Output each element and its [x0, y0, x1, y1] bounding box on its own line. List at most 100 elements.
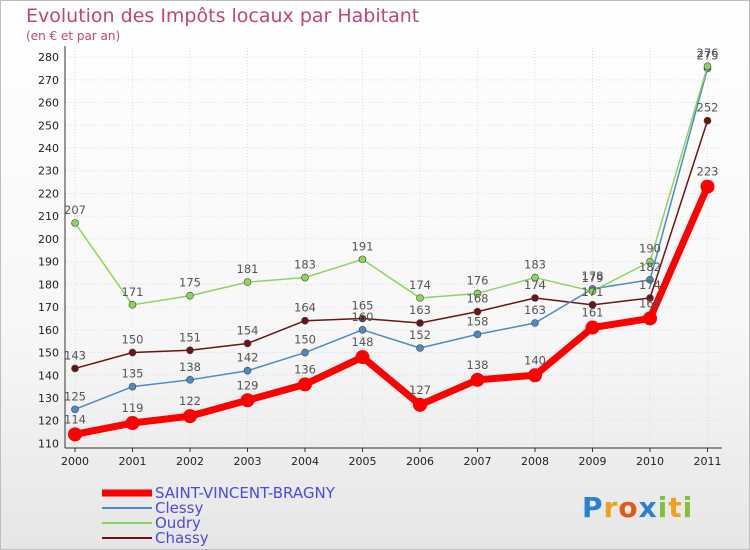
data-label-clessy: 182 [639, 260, 661, 274]
logo-letter: t [668, 491, 682, 524]
point-clessy [531, 319, 539, 327]
point-oudry [71, 219, 79, 227]
chart-title: Evolution des Impôts locaux par Habitant [26, 5, 419, 27]
y-tick-label: 250 [38, 119, 59, 132]
point-saint-vincent-bragny [240, 393, 255, 408]
y-tick-label: 270 [38, 74, 59, 87]
y-tick-label: 120 [38, 415, 59, 428]
point-chassy [416, 319, 424, 327]
data-label-oudry: 276 [697, 46, 719, 60]
x-tick-label: 2004 [291, 455, 319, 468]
data-label-saint-vincent-bragny: 129 [237, 378, 259, 392]
logo-letter: x [639, 491, 658, 524]
x-tick-label: 2007 [464, 455, 492, 468]
series-group [68, 62, 715, 442]
data-label-clessy: 135 [122, 367, 144, 381]
y-tick-label: 160 [38, 324, 59, 337]
point-oudry [186, 291, 194, 300]
y-tick-label: 130 [38, 392, 59, 405]
y-tick-label: 190 [38, 256, 59, 269]
data-label-saint-vincent-bragny: 223 [697, 165, 719, 179]
point-oudry [588, 287, 597, 295]
data-label-chassy: 150 [122, 333, 144, 347]
y-tick-label: 110 [38, 437, 59, 450]
point-saint-vincent-bragny [528, 368, 542, 383]
data-label-clessy: 125 [64, 389, 86, 403]
x-tick-label: 2000 [61, 455, 89, 468]
point-chassy [128, 348, 137, 357]
data-label-oudry: 207 [64, 203, 86, 217]
y-tick-label: 150 [38, 347, 59, 360]
point-saint-vincent-bragny [183, 409, 197, 424]
data-label-clessy: 142 [237, 351, 259, 365]
data-label-chassy: 171 [582, 285, 604, 299]
data-label-chassy: 151 [179, 330, 201, 344]
x-tick-label: 2002 [176, 455, 204, 468]
x-tick-label: 2010 [636, 455, 664, 468]
data-label-chassy: 252 [697, 101, 719, 115]
x-tick-label: 2001 [119, 455, 147, 468]
logo-letter: i [683, 491, 694, 524]
series-line-chassy [74, 120, 709, 370]
series-line-clessy [74, 68, 709, 411]
data-label-clessy: 275 [697, 48, 719, 62]
data-label-clessy: 163 [524, 303, 546, 317]
data-label-saint-vincent-bragny: 140 [524, 353, 546, 367]
point-saint-vincent-bragny [68, 427, 82, 442]
data-label-saint-vincent-bragny: 161 [582, 306, 604, 320]
logo-letter: i [658, 491, 669, 524]
point-saint-vincent-bragny [125, 416, 140, 430]
data-label-chassy: 143 [64, 348, 86, 362]
point-clessy [358, 326, 367, 334]
point-clessy [301, 348, 309, 357]
legend-label: Oudry [155, 514, 201, 532]
point-clessy [416, 344, 424, 352]
y-tick-label: 200 [38, 233, 59, 246]
y-tick-label: 170 [38, 301, 59, 314]
data-label-saint-vincent-bragny: 138 [467, 358, 489, 372]
y-tick-label: 210 [38, 210, 59, 223]
x-tick-label: 2008 [521, 455, 549, 468]
point-oudry [531, 273, 539, 282]
data-label-oudry: 183 [294, 258, 316, 272]
data-label-chassy: 165 [352, 298, 374, 312]
data-label-oudry: 190 [639, 242, 661, 256]
point-clessy [473, 330, 482, 339]
point-clessy [128, 382, 137, 391]
point-saint-vincent-bragny [355, 350, 370, 365]
point-oudry [358, 255, 367, 264]
point-saint-vincent-bragny [470, 372, 485, 387]
data-label-clessy: 178 [582, 269, 604, 283]
data-labels: 143 150 151 154 164 165 163 168 174 171 174 252 125 1… [64, 46, 718, 426]
data-label-saint-vincent-bragny: 119 [122, 401, 144, 415]
point-oudry [243, 278, 252, 286]
legend-label: Chassy [155, 529, 209, 547]
y-tick-label: 220 [38, 187, 59, 200]
logo-letter: P [582, 491, 604, 524]
logo-letter: o [618, 491, 638, 524]
point-clessy [71, 405, 79, 414]
y-tick-label: 240 [38, 142, 59, 155]
point-saint-vincent-bragny [298, 377, 312, 392]
y-tick-label: 260 [38, 97, 59, 110]
chart-subtitle: (en € et par an) [26, 29, 120, 43]
x-axis: 2000 2001 2002 2003 2004 2005 2006 2007 2008 2009… [61, 447, 722, 468]
y-tick-label: 180 [38, 278, 59, 291]
data-label-clessy: 152 [409, 328, 431, 342]
data-label-saint-vincent-bragny: 165 [639, 296, 661, 310]
y-tick-label: 280 [38, 51, 59, 64]
proxiti-logo: Proxiti [582, 491, 693, 524]
data-label-oudry: 183 [524, 258, 546, 272]
point-chassy [301, 316, 309, 325]
gridlines [65, 48, 722, 448]
data-label-clessy: 160 [352, 310, 374, 324]
point-clessy [186, 376, 194, 384]
point-saint-vincent-bragny [643, 311, 657, 326]
data-label-saint-vincent-bragny: 122 [179, 394, 201, 408]
data-label-saint-vincent-bragny: 114 [64, 412, 86, 426]
data-label-oudry: 181 [237, 262, 259, 276]
data-label-oudry: 175 [179, 276, 201, 290]
legend-label: SAINT-VINCENT-BRAGNY [155, 484, 336, 502]
data-label-chassy: 174 [524, 278, 546, 292]
point-saint-vincent-bragny [413, 397, 427, 412]
